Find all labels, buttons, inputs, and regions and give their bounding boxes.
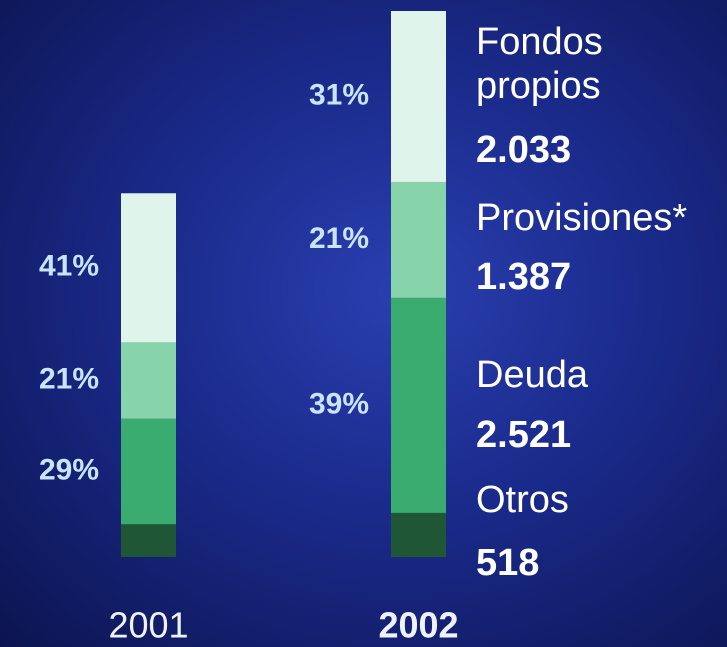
percent-label: 41% — [39, 250, 99, 283]
legend-amount: 2.521 — [476, 414, 572, 456]
bar-segment — [391, 512, 446, 557]
bar-segment — [121, 193, 176, 343]
bar-segment — [121, 524, 176, 557]
legend-amount: 2.033 — [476, 129, 572, 171]
bar-segment — [391, 11, 446, 182]
percent-label: 39% — [309, 387, 369, 420]
percent-label: 29% — [39, 453, 99, 486]
bar-segment — [391, 181, 446, 298]
percent-label: 21% — [39, 363, 99, 396]
x-tick-label: 2001 — [108, 605, 188, 646]
legend-name: Provisiones* — [476, 197, 688, 239]
legend-amount: 1.387 — [476, 256, 572, 298]
legend-name: Fondos propios — [476, 21, 603, 107]
bar-segment — [121, 342, 176, 419]
legend-amount: 518 — [476, 542, 540, 584]
bar-segment — [391, 297, 446, 513]
legend-name: Otros — [476, 479, 569, 521]
bar-segment — [121, 418, 176, 525]
x-tick-label: 2002 — [378, 605, 458, 646]
percent-label: 31% — [309, 78, 369, 111]
legend-name: Deuda — [476, 354, 588, 396]
percent-label: 21% — [309, 222, 369, 255]
